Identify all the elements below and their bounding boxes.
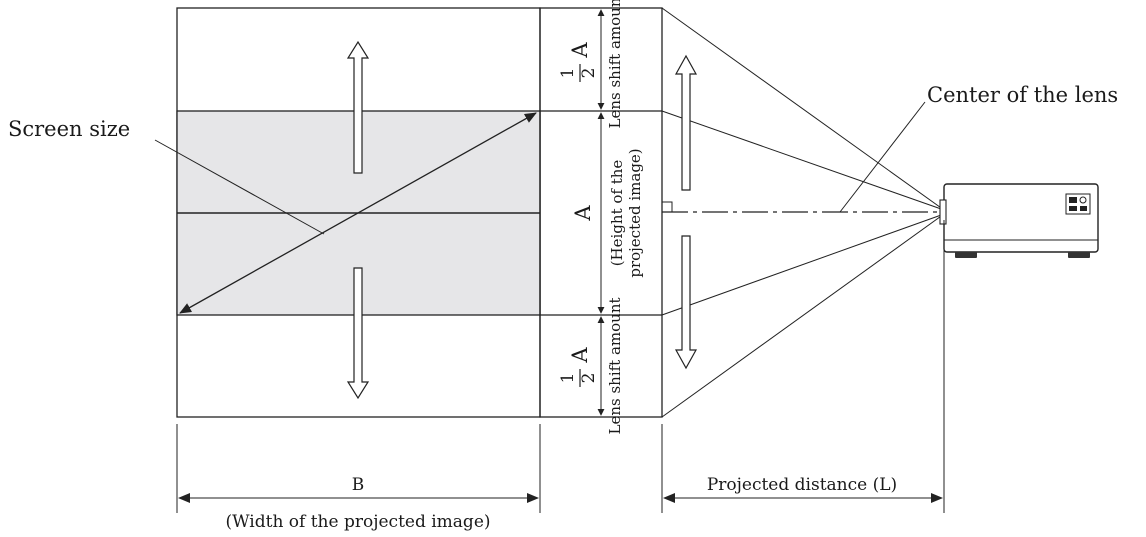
- height-desc-line2: projected image): [626, 148, 644, 277]
- width-desc-label: (Width of the projected image): [225, 512, 490, 532]
- svg-text:1: 1: [558, 373, 578, 384]
- height-var-label: A: [571, 205, 595, 222]
- projector-icon: [939, 183, 1099, 258]
- projected-distance-label: Projected distance (L): [707, 475, 897, 495]
- screen-size-label: Screen size: [8, 117, 130, 141]
- proj-line-image-top: [661, 110, 945, 211]
- svg-text:A: A: [568, 42, 592, 59]
- half-a-bottom-label: 1 2 A: [558, 347, 599, 387]
- svg-text:2: 2: [579, 68, 599, 79]
- width-var-label: B: [352, 475, 365, 495]
- center-of-lens-label: Center of the lens: [927, 83, 1118, 107]
- screen-size-leader: [154, 139, 325, 235]
- center-of-lens-leader: [839, 101, 926, 213]
- screen-size-diagonal-arrow: [179, 112, 537, 314]
- shift-up-arrow-right: [674, 54, 698, 191]
- svg-text:A: A: [568, 347, 592, 364]
- svg-text:2: 2: [579, 373, 599, 384]
- shift-down-arrow-right: [674, 235, 698, 370]
- right-angle-mark: [661, 201, 673, 213]
- proj-line-outer-top: [661, 7, 945, 211]
- height-desc-line1: (Height of the: [608, 160, 626, 267]
- proj-line-outer-bottom: [661, 213, 945, 418]
- proj-line-image-bottom: [661, 213, 945, 316]
- lens-shift-top-label: Lens shift amount: [606, 0, 624, 129]
- lens-shift-bottom-label: Lens shift amount: [606, 297, 624, 434]
- svg-text:1: 1: [558, 68, 578, 79]
- half-a-top-label: 1 2 A: [558, 42, 599, 82]
